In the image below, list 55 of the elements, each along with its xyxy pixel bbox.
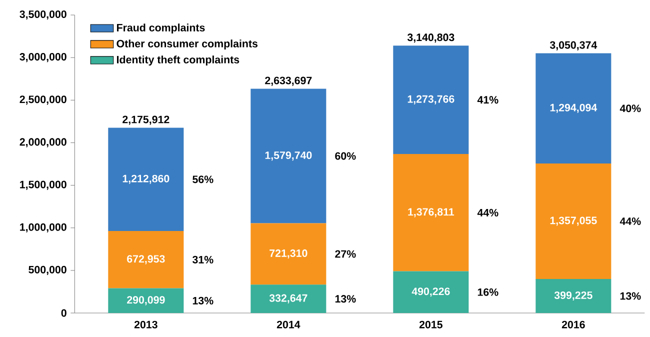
y-tick-label: 2,500,000 bbox=[20, 96, 66, 105]
legend-label: Other consumer complaints bbox=[116, 40, 258, 50]
annotation: 44% bbox=[477, 208, 498, 216]
bar bbox=[536, 53, 612, 164]
data-label: 1,212,860 bbox=[122, 174, 170, 184]
x-tick-label: 2013 bbox=[134, 320, 158, 328]
y-tick-label: 3,000,000 bbox=[20, 53, 66, 62]
total-label: 3,140,803 bbox=[407, 34, 454, 43]
y-tick-label: 0 bbox=[61, 309, 66, 317]
annotation: 41% bbox=[477, 96, 498, 104]
bar bbox=[393, 154, 469, 272]
annotation: 13% bbox=[335, 295, 356, 303]
bar bbox=[250, 223, 326, 285]
bar bbox=[250, 284, 326, 314]
annotation: 13% bbox=[192, 296, 214, 304]
y-tick-label: 3,500,000 bbox=[20, 10, 66, 20]
data-label: 1,376,811 bbox=[408, 208, 454, 218]
annotation: 31% bbox=[192, 256, 214, 264]
total-label: 2,175,912 bbox=[122, 116, 170, 125]
y-tick-label: 1,000,000 bbox=[20, 223, 66, 232]
y-tick-label: 2,000,000 bbox=[20, 138, 66, 148]
annotation: 56% bbox=[192, 176, 214, 184]
y-tick-label: 1,500,000 bbox=[20, 180, 66, 190]
total-label: 2,633,697 bbox=[265, 76, 312, 86]
y-tick-label: 500,000 bbox=[28, 266, 66, 275]
legend-label: Identity theft complaints bbox=[117, 56, 240, 66]
bar bbox=[536, 279, 612, 314]
bar bbox=[250, 88, 326, 224]
bar bbox=[108, 128, 184, 232]
data-label: 1,294,094 bbox=[550, 104, 598, 113]
data-label: 332,647 bbox=[269, 294, 308, 304]
data-label: 490,226 bbox=[412, 288, 450, 297]
annotation: 16% bbox=[478, 288, 498, 296]
x-tick-label: 2016 bbox=[562, 320, 585, 328]
bar bbox=[536, 163, 612, 280]
annotation: 60% bbox=[335, 152, 356, 160]
annotation: 27% bbox=[335, 250, 356, 258]
data-label: 1,273,766 bbox=[408, 95, 454, 104]
bar bbox=[108, 231, 184, 288]
x-tick-label: 2015 bbox=[419, 320, 442, 328]
bar bbox=[393, 46, 469, 154]
annotation: 44% bbox=[620, 217, 641, 225]
annotation: 13% bbox=[620, 292, 641, 300]
data-label: 290,099 bbox=[127, 296, 165, 306]
data-label: 399,225 bbox=[554, 291, 592, 301]
data-label: 721,310 bbox=[270, 249, 308, 259]
data-label: 672,953 bbox=[127, 255, 165, 264]
x-tick-label: 2014 bbox=[276, 320, 300, 328]
annotation: 40% bbox=[620, 104, 641, 112]
data-label: 1,579,740 bbox=[265, 151, 312, 161]
legend-label: Fraud complaints bbox=[117, 24, 205, 34]
bar bbox=[393, 271, 469, 314]
data-label: 1,357,055 bbox=[550, 216, 597, 226]
total-label: 3,050,374 bbox=[550, 41, 598, 50]
bar bbox=[108, 288, 184, 314]
